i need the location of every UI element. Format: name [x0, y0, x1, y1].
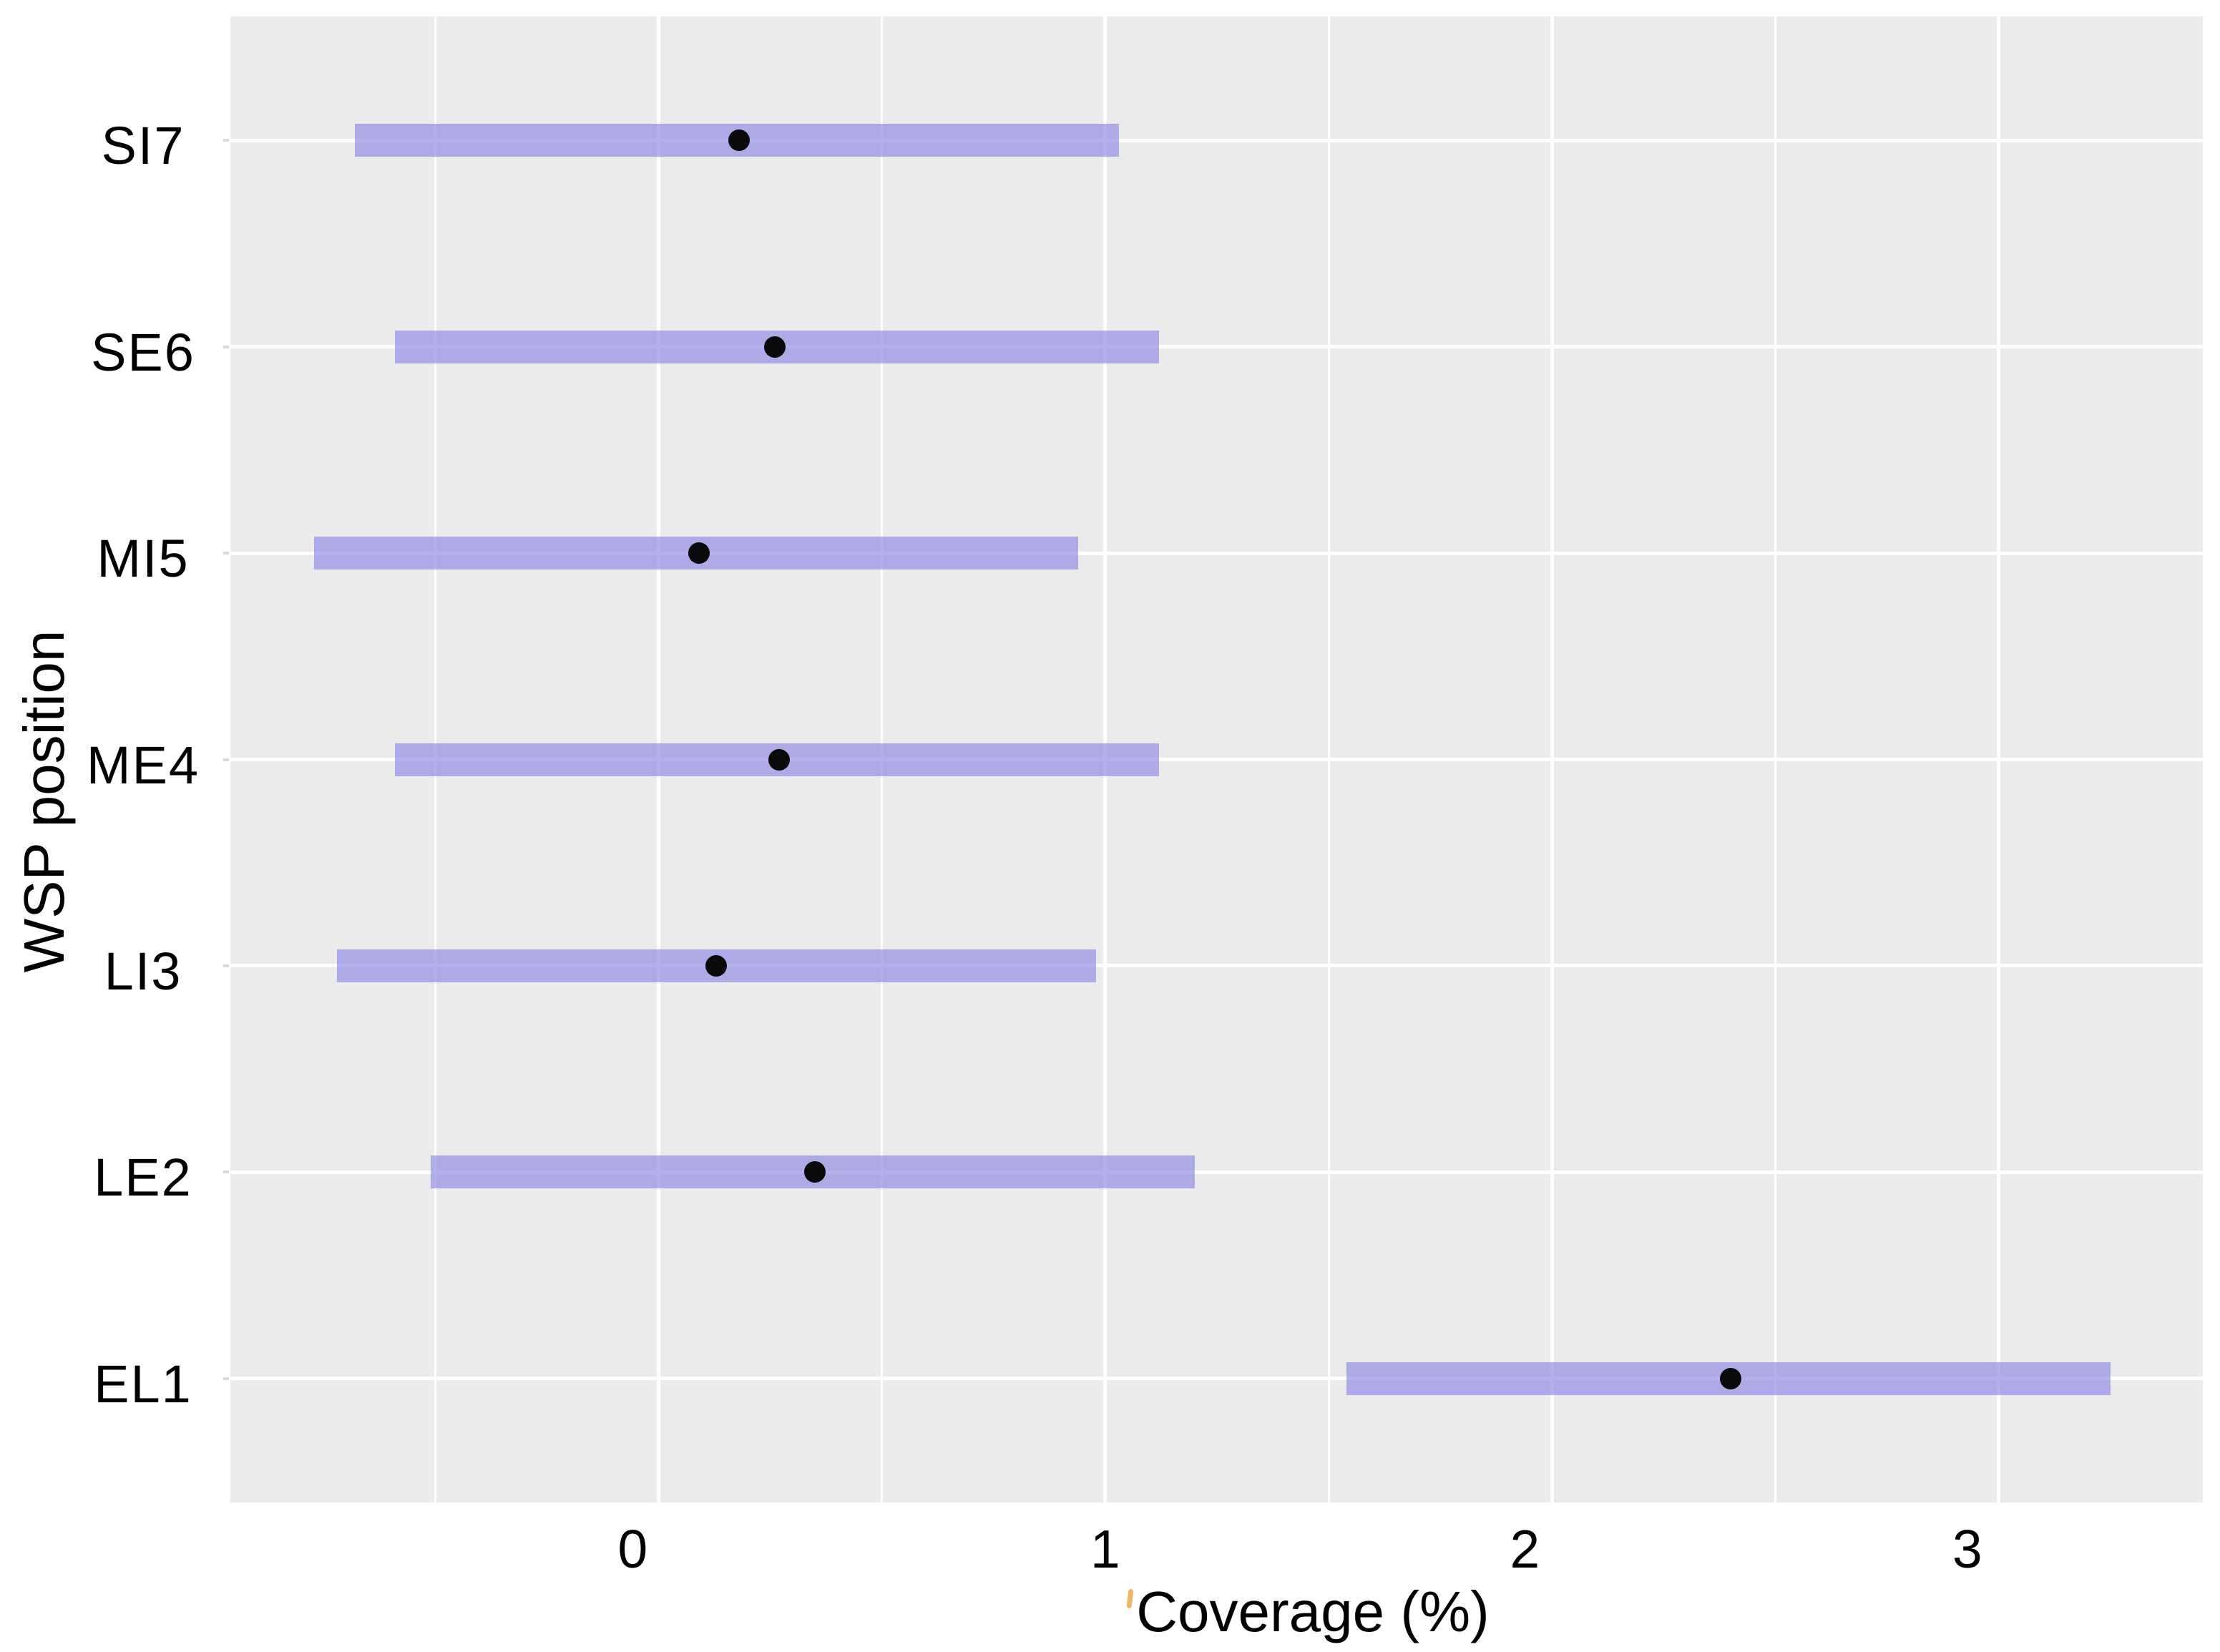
y-tick-label-LI3: LI3: [104, 941, 182, 1001]
x-tick-label-2: 2: [1510, 1519, 1540, 1579]
y-tick-mark-ME4: [223, 758, 229, 761]
row-gridline-EL1: [230, 1377, 2203, 1381]
y-tick-mark-LE2: [223, 1170, 229, 1174]
point-estimate-ME4: [768, 748, 790, 771]
plot-panel: [230, 16, 2203, 1502]
y-tick-label-MI5: MI5: [97, 529, 190, 589]
row-gridline-LI3: [230, 964, 2203, 968]
y-tick-mark-SE6: [223, 345, 229, 348]
x-tick-label-1: 1: [1090, 1519, 1120, 1579]
y-tick-mark-SI7: [223, 139, 229, 142]
x-axis-title: Coverage (%): [1136, 1580, 1490, 1643]
y-tick-label-LE2: LE2: [94, 1148, 192, 1208]
y-tick-label-EL1: EL1: [94, 1354, 192, 1414]
row-gridline-SE6: [230, 345, 2203, 349]
y-tick-label-SE6: SE6: [91, 322, 195, 382]
point-estimate-LE2: [803, 1161, 826, 1183]
row-gridline-ME4: [230, 758, 2203, 761]
x-tick-label-3: 3: [1952, 1519, 1982, 1579]
point-estimate-SE6: [763, 336, 786, 358]
x-tick-label-0: 0: [617, 1519, 648, 1579]
y-tick-mark-MI5: [223, 552, 229, 555]
row-gridline-SI7: [230, 138, 2203, 142]
row-gridline-MI5: [230, 551, 2203, 555]
point-estimate-MI5: [688, 542, 710, 564]
point-estimate-SI7: [728, 129, 750, 152]
y-tick-label-ME4: ME4: [86, 735, 200, 795]
y-tick-mark-LI3: [223, 964, 229, 967]
row-gridline-LE2: [230, 1170, 2203, 1174]
point-estimate-EL1: [1720, 1367, 1742, 1389]
y-tick-label-SI7: SI7: [101, 116, 185, 176]
y-tick-mark-EL1: [223, 1377, 229, 1380]
point-estimate-LI3: [705, 954, 728, 977]
